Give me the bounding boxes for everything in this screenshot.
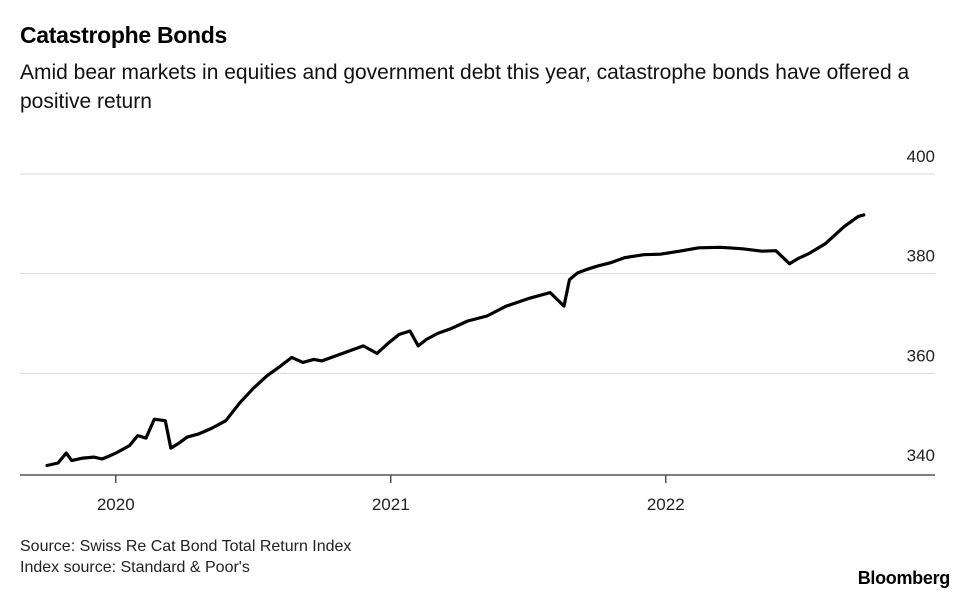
y-tick-label: 400 — [907, 147, 935, 166]
x-axis: 2020 2021 2022 — [20, 474, 935, 514]
series-layer — [45, 213, 866, 468]
x-tick-label: 2020 — [97, 495, 135, 514]
source-line: Index source: Standard & Poor's — [20, 559, 250, 576]
y-tick-label: 340 — [907, 446, 935, 465]
source-note: Source: Swiss Re Cat Bond Total Return I… — [20, 536, 351, 578]
source-line: Source: Swiss Re Cat Bond Total Return I… — [20, 538, 352, 555]
y-axis: 340 360 380 400 — [907, 147, 935, 465]
y-tick-label: 380 — [907, 247, 935, 266]
series-line — [45, 213, 866, 468]
x-tick-label: 2022 — [647, 495, 685, 514]
chart-subtitle: Amid bear markets in equities and govern… — [20, 61, 910, 113]
gridlines — [20, 173, 935, 374]
x-tick-label: 2021 — [372, 495, 410, 514]
y-tick-label: 360 — [907, 346, 935, 365]
chart-title: Catastrophe Bonds — [20, 22, 228, 48]
bloomberg-logo: Bloomberg — [857, 568, 951, 588]
